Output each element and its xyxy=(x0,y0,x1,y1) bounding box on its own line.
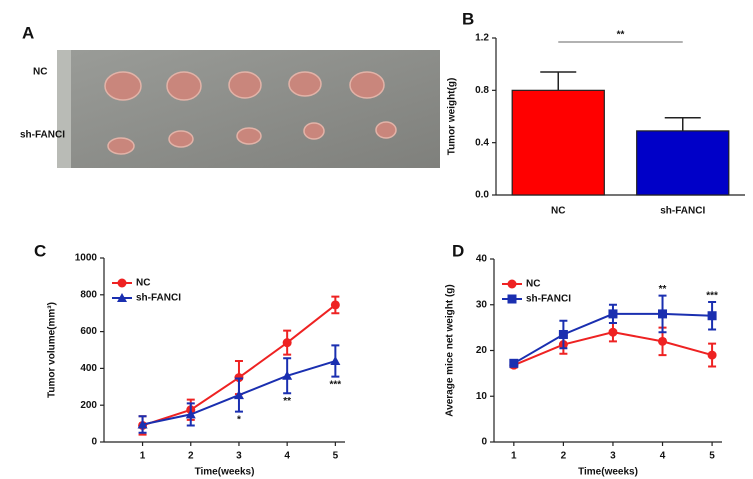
legend-label: sh-FANCI xyxy=(526,294,571,305)
marker xyxy=(282,370,293,380)
marker xyxy=(282,338,292,348)
legend-label: NC xyxy=(526,279,540,290)
x-tick-label: 5 xyxy=(709,451,715,462)
marker xyxy=(117,278,127,288)
annotation: * xyxy=(237,414,241,425)
x-tick-label: 4 xyxy=(660,451,666,462)
annotation: ** xyxy=(283,396,291,407)
y-axis-label: Tumor volume(mm³) xyxy=(47,302,58,398)
y-tick-label: 1000 xyxy=(75,253,98,264)
marker xyxy=(117,293,127,302)
x-tick-label: sh-FANCI xyxy=(660,206,705,217)
x-axis-label: Time(weeks) xyxy=(578,467,638,478)
marker xyxy=(233,390,244,400)
x-tick-label: 3 xyxy=(236,451,242,462)
y-tick-label: 20 xyxy=(476,345,488,356)
tumors xyxy=(104,71,397,155)
x-tick-label: 2 xyxy=(188,451,194,462)
x-tick-label: 4 xyxy=(284,451,290,462)
ruler xyxy=(57,50,71,168)
y-tick-label: 40 xyxy=(476,254,488,265)
bar xyxy=(636,130,730,196)
bar xyxy=(511,89,605,196)
legend-label: NC xyxy=(136,278,150,289)
legend-label: sh-FANCI xyxy=(136,293,181,304)
y-tick-label: 0.0 xyxy=(475,190,489,201)
panel-label: D xyxy=(452,241,464,260)
marker xyxy=(658,309,668,319)
y-tick-label: 1.2 xyxy=(475,33,489,44)
marker xyxy=(185,409,196,419)
marker xyxy=(658,336,668,346)
marker xyxy=(707,311,717,321)
annotation: *** xyxy=(706,291,718,302)
y-tick-label: 30 xyxy=(476,299,488,310)
y-tick-label: 200 xyxy=(80,400,97,411)
photo-panel: A NC sh-FANCI xyxy=(20,23,440,168)
marker xyxy=(330,300,340,310)
marker xyxy=(608,309,618,319)
row-label: sh-FANCI xyxy=(20,130,65,141)
x-tick-label: 3 xyxy=(610,451,616,462)
panel-label: C xyxy=(34,241,46,260)
x-tick-label: 2 xyxy=(561,451,567,462)
y-tick-label: 10 xyxy=(476,391,488,402)
annotation: *** xyxy=(330,379,342,390)
marker xyxy=(608,327,618,337)
panel-label: B xyxy=(462,9,474,28)
x-axis-label: Time(weeks) xyxy=(195,467,255,478)
y-axis-label: Average mice net weight (g) xyxy=(445,284,456,416)
marker xyxy=(137,419,148,429)
significance-label: ** xyxy=(617,30,625,41)
y-tick-label: 0 xyxy=(481,437,487,448)
y-tick-label: 0.8 xyxy=(475,85,489,96)
marker xyxy=(330,356,341,366)
x-tick-label: 1 xyxy=(140,451,146,462)
y-tick-label: 600 xyxy=(80,326,97,337)
y-tick-label: 0.4 xyxy=(475,137,489,148)
row-label: NC xyxy=(33,67,47,78)
annotation: ** xyxy=(659,284,667,295)
x-tick-label: 1 xyxy=(511,451,517,462)
x-tick-label: NC xyxy=(551,206,565,217)
marker xyxy=(707,350,717,360)
panel-label: A xyxy=(22,23,34,42)
y-tick-label: 400 xyxy=(80,363,97,374)
marker xyxy=(558,329,568,339)
marker xyxy=(507,294,517,304)
x-tick-label: 5 xyxy=(333,451,339,462)
y-tick-label: 0 xyxy=(91,437,97,448)
marker xyxy=(509,358,519,368)
y-axis-label: Tumor weight(g) xyxy=(447,78,458,156)
marker xyxy=(507,279,517,289)
y-tick-label: 800 xyxy=(80,289,97,300)
